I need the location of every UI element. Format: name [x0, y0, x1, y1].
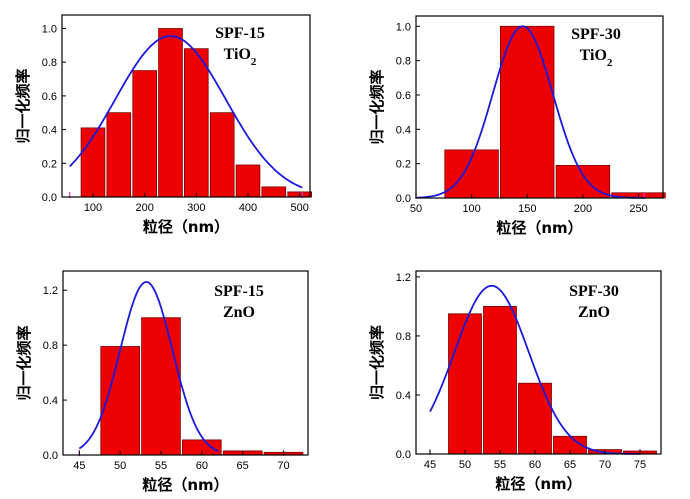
- x-tick-label: 45: [73, 460, 85, 472]
- x-tick-label: 300: [187, 202, 205, 214]
- y-tick-label: 1.0: [396, 21, 411, 33]
- x-axis-title: 粒径（nm）: [142, 476, 228, 494]
- bar: [141, 317, 181, 456]
- y-tick-label: 0.0: [43, 450, 58, 462]
- y-axis-title: 归一化频率: [15, 325, 33, 400]
- x-tick-label: 200: [574, 203, 592, 215]
- x-tick-label: 250: [629, 203, 647, 215]
- x-tick-label: 70: [277, 460, 289, 472]
- x-tick-label: 65: [237, 460, 249, 472]
- x-tick-label: 50: [459, 459, 471, 471]
- panel-subtitle: ZnO: [223, 304, 255, 321]
- x-tick-label: 500: [290, 202, 308, 214]
- bar: [261, 186, 287, 198]
- y-tick-label: 0.4: [42, 125, 57, 137]
- x-tick-label: 75: [634, 459, 646, 471]
- axis-frame: [62, 270, 309, 456]
- y-tick-label: 0.8: [43, 340, 58, 352]
- y-tick-label: 0.0: [42, 192, 57, 204]
- bar: [518, 382, 552, 455]
- y-tick-label: 1.2: [43, 285, 58, 297]
- x-tick-label: 65: [564, 459, 576, 471]
- x-tick-label: 55: [494, 459, 506, 471]
- bar: [106, 112, 132, 198]
- y-tick-label: 0.4: [43, 395, 58, 407]
- y-tick-label: 0.4: [396, 124, 411, 136]
- y-axis-title: 归一化频率: [368, 69, 386, 144]
- panel-title: SPF-30: [571, 26, 621, 43]
- x-tick-label: 100: [462, 203, 480, 215]
- x-tick-label: 200: [135, 202, 153, 214]
- panel-title: SPF-15: [215, 25, 265, 42]
- x-tick-label: 60: [196, 460, 208, 472]
- x-tick-label: 400: [239, 202, 257, 214]
- bar: [183, 48, 209, 198]
- bar: [158, 28, 183, 198]
- x-tick-label: 45: [424, 459, 436, 471]
- y-tick-label: 0.8: [396, 56, 411, 68]
- x-tick-label: 60: [529, 459, 541, 471]
- axis-frame: [415, 15, 664, 199]
- panel-subtitle: TiO2: [224, 46, 257, 68]
- y-tick-label: 0.2: [396, 159, 411, 171]
- chart-panel-1: 100 200 300 400 500 0.0 0.2 0.4 0.6 0.8 1.0 粒径（nm） 归…: [14, 14, 312, 236]
- x-tick-label: 100: [84, 202, 102, 214]
- y-axis-title: 归一化频率: [14, 68, 32, 143]
- chart-panel-4: 45 50 55 60 65 70 75 0.0 0.4 0.8 1.2 粒径（nm） 归一化频率 SPF…: [368, 270, 662, 493]
- x-tick-label: 55: [155, 460, 167, 472]
- fit-curve: [69, 35, 303, 189]
- panel-subtitle: ZnO: [578, 304, 610, 321]
- x-tick-label: 50: [410, 203, 422, 215]
- y-tick-label: 0.0: [396, 193, 411, 205]
- x-tick-label: 150: [518, 203, 536, 215]
- x-tick-label: 70: [599, 459, 611, 471]
- x-tick-label: 50: [114, 460, 126, 472]
- y-tick-label: 0.0: [396, 449, 411, 461]
- axis-frame: [415, 270, 662, 455]
- chart-panel-3: 45 50 55 60 65 70 0.0 0.4 0.8 1.2 粒径（nm） 归一化频率 SPF-1…: [15, 270, 309, 494]
- chart-panel-2: 50 100 150 200 250 0.0 0.2 0.4 0.6 0.8 1.0 粒径（nm） 归一…: [368, 15, 666, 237]
- bar: [483, 305, 517, 455]
- y-tick-label: 1.0: [42, 23, 57, 35]
- bar: [132, 70, 158, 198]
- fit-curve: [415, 25, 645, 199]
- x-axis-title: 粒径（nm）: [143, 218, 229, 236]
- x-axis-title: 粒径（nm）: [496, 219, 582, 237]
- panel-subtitle-subscript: 2: [251, 56, 257, 68]
- y-axis-title: 归一化频率: [368, 325, 386, 400]
- bar: [235, 164, 261, 198]
- fit-curve: [78, 281, 219, 452]
- y-tick-label: 0.6: [42, 91, 57, 103]
- y-tick-label: 1.2: [396, 272, 411, 284]
- y-tick-label: 0.8: [396, 331, 411, 343]
- y-tick-label: 0.6: [396, 90, 411, 102]
- axis-frame: [61, 14, 311, 198]
- y-tick-label: 0.4: [396, 390, 411, 402]
- x-axis-title: 粒径（nm）: [495, 475, 581, 493]
- panel-title: SPF-15: [214, 283, 264, 300]
- y-tick-label: 0.2: [42, 158, 57, 170]
- panel-title: SPF-30: [569, 283, 619, 300]
- panel-subtitle: TiO2: [580, 47, 613, 69]
- y-tick-label: 0.8: [42, 57, 57, 69]
- bar: [448, 313, 482, 455]
- bar: [209, 112, 235, 198]
- bar: [499, 25, 555, 199]
- panel-subtitle-subscript: 2: [607, 57, 613, 69]
